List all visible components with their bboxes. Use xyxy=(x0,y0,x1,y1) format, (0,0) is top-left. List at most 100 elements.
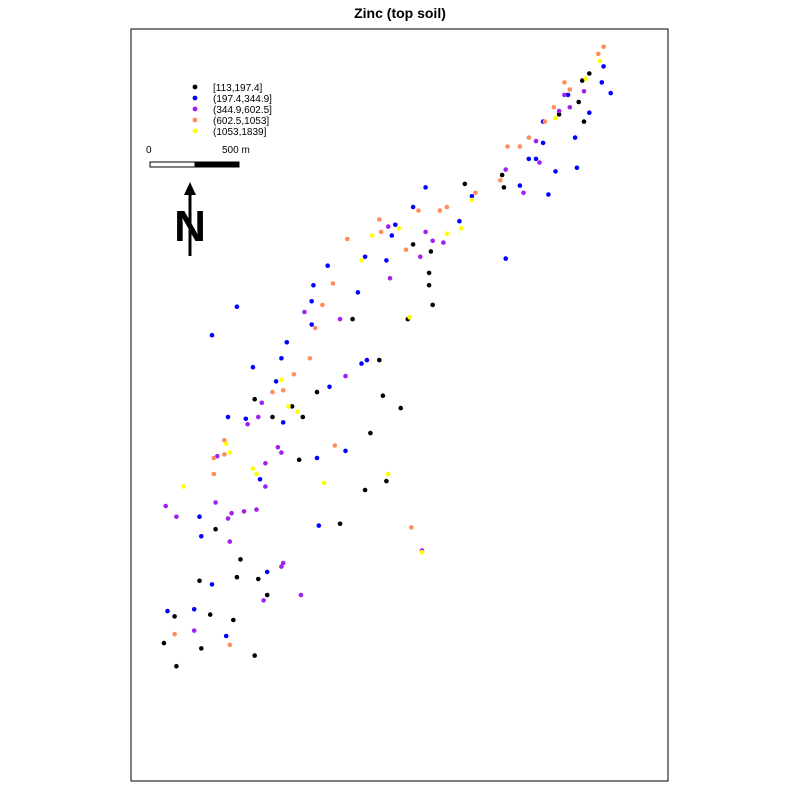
data-point xyxy=(257,477,263,482)
data-point xyxy=(540,140,546,146)
data-point xyxy=(327,384,332,390)
data-point xyxy=(521,190,526,196)
data-point xyxy=(444,231,450,236)
data-point xyxy=(263,461,268,466)
data-point xyxy=(279,564,284,569)
data-point xyxy=(409,525,414,530)
data-point xyxy=(565,92,571,98)
data-point xyxy=(245,421,250,427)
data-point xyxy=(533,156,539,162)
data-point xyxy=(608,90,613,96)
data-point xyxy=(553,169,558,174)
data-point xyxy=(526,135,532,140)
data-point xyxy=(393,222,398,228)
data-point xyxy=(163,503,168,509)
data-point xyxy=(430,238,436,244)
data-point xyxy=(298,592,304,598)
data-point xyxy=(387,275,393,281)
data-point xyxy=(428,249,434,254)
data-point xyxy=(359,258,364,263)
data-point xyxy=(280,388,286,393)
data-point xyxy=(407,315,412,320)
scale-bar-end-label: 500 m xyxy=(222,145,250,156)
data-point xyxy=(225,516,231,521)
data-point xyxy=(364,357,370,363)
data-point xyxy=(562,80,567,85)
data-point xyxy=(172,614,177,619)
data-point xyxy=(291,372,297,377)
legend-label: (602.5,1053] xyxy=(213,116,269,127)
data-point xyxy=(280,420,286,425)
legend: [113,197.4](197.4,344.9](344.9,602.5](60… xyxy=(192,83,272,138)
data-point xyxy=(191,607,197,612)
data-point xyxy=(309,299,315,304)
data-point xyxy=(345,236,350,242)
data-point xyxy=(191,628,197,633)
data-point xyxy=(279,377,284,383)
data-point xyxy=(279,450,284,455)
scale-bar-black-segment xyxy=(194,161,240,168)
data-point xyxy=(441,240,446,245)
data-point xyxy=(255,414,261,420)
data-point xyxy=(321,480,327,486)
data-point xyxy=(368,430,373,436)
data-point xyxy=(426,283,432,288)
data-point xyxy=(562,92,567,98)
data-point xyxy=(469,197,475,203)
data-point xyxy=(362,254,368,260)
data-point xyxy=(227,642,233,648)
legend-marker xyxy=(192,84,198,90)
data-point xyxy=(501,185,507,190)
data-point xyxy=(581,89,587,94)
data-point xyxy=(295,409,300,415)
data-point xyxy=(587,110,592,115)
data-point xyxy=(279,356,284,361)
data-point xyxy=(234,304,240,310)
data-point xyxy=(410,204,416,210)
data-point xyxy=(330,281,336,286)
data-point xyxy=(250,364,256,370)
data-point xyxy=(165,608,170,614)
data-point xyxy=(254,471,259,477)
data-point xyxy=(517,183,523,188)
data-point xyxy=(430,302,436,308)
data-point xyxy=(542,119,548,124)
data-point xyxy=(259,400,265,406)
data-point xyxy=(385,224,391,229)
data-point xyxy=(462,181,468,187)
legend-marker xyxy=(192,106,198,112)
data-point xyxy=(505,144,510,149)
data-point xyxy=(567,87,573,92)
data-point xyxy=(457,218,462,224)
data-point xyxy=(209,582,215,587)
data-point xyxy=(209,332,215,338)
north-arrow-label: N xyxy=(174,202,206,251)
data-point xyxy=(222,452,227,457)
data-point xyxy=(316,523,322,528)
data-point xyxy=(533,138,539,144)
data-point xyxy=(419,550,425,555)
data-point xyxy=(229,510,234,516)
data-point xyxy=(423,185,428,190)
data-point xyxy=(289,404,295,409)
data-point xyxy=(343,448,348,454)
data-point xyxy=(296,457,302,463)
data-point xyxy=(581,119,587,124)
legend-marker xyxy=(192,128,198,134)
data-point xyxy=(172,631,177,637)
data-point xyxy=(255,576,261,582)
data-point xyxy=(320,302,325,308)
scale-bar: 0 500 m xyxy=(146,145,250,168)
data-point xyxy=(199,534,204,539)
data-point xyxy=(252,396,257,402)
data-point xyxy=(234,574,240,580)
data-point xyxy=(396,226,402,231)
data-point xyxy=(325,263,331,269)
data-point xyxy=(567,105,573,110)
data-point xyxy=(286,404,291,409)
data-point xyxy=(556,112,562,117)
data-point xyxy=(601,64,606,69)
data-point xyxy=(596,51,601,57)
data-point xyxy=(273,379,279,384)
data-point xyxy=(553,115,558,121)
